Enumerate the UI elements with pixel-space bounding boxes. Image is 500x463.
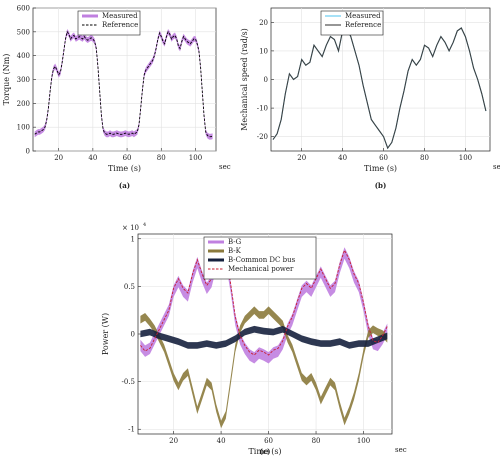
x-tick-label: 60	[123, 154, 132, 162]
x-tick-label: 40	[338, 154, 347, 162]
x-tick-label: 100	[357, 437, 370, 445]
y-multiplier: × 10	[122, 224, 139, 232]
legend-box	[320, 10, 384, 36]
y-multiplier-exponent: 4	[143, 222, 146, 228]
x-axis-unit: sec	[493, 163, 500, 171]
legend-label: Reference	[345, 21, 381, 29]
y-tick-label: -20	[257, 133, 268, 141]
x-axis-unit: sec	[219, 163, 231, 171]
x-tick-label: 40	[88, 154, 97, 162]
legend-label: Measured	[345, 12, 381, 20]
y-tick-label: 600	[17, 5, 30, 13]
x-tick-label: 20	[54, 154, 63, 162]
x-tick-label: 20	[169, 437, 178, 445]
y-axis-label: Torque (Nm)	[2, 54, 11, 106]
x-tick-label: 80	[157, 154, 166, 162]
x-tick-label: 60	[379, 154, 388, 162]
series-line-reference	[272, 27, 487, 150]
legend-box	[203, 236, 317, 280]
x-tick-label: 60	[264, 437, 273, 445]
series-band-b-k	[140, 306, 388, 429]
y-tick-label: 100	[17, 124, 30, 132]
chart-panel-b: 20 40 60 80 100 -20 -10 0 10 20 Time (s) sec Mechani…	[240, 7, 500, 190]
y-tick-label: 0	[131, 331, 135, 339]
legend-label: Reference	[102, 21, 138, 29]
x-tick-label: 80	[420, 154, 429, 162]
y-tick-label: 300	[17, 76, 30, 84]
legend-label: Measured	[102, 12, 138, 20]
y-axis-label: Power (W)	[101, 313, 110, 355]
figure-caption: (a)	[119, 181, 130, 190]
x-tick-label: 20	[297, 154, 306, 162]
x-axis-unit: sec	[395, 446, 407, 454]
series-band-measured	[34, 29, 213, 140]
x-axis-label: Time (s)	[108, 164, 141, 173]
y-tick-label: 20	[259, 19, 268, 27]
y-tick-label: 0	[264, 76, 268, 84]
y-tick-label: 10	[259, 47, 268, 55]
y-tick-label: -10	[257, 105, 268, 113]
y-axis-label: Mechanical speed (rad/s)	[240, 28, 249, 131]
x-tick-label: 100	[459, 154, 472, 162]
series-line-reference	[34, 30, 213, 138]
y-tick-label: 400	[17, 52, 30, 60]
y-tick-label: -1	[128, 426, 135, 434]
x-tick-label: 100	[189, 154, 202, 162]
chart-panel-c: 20 40 60 80 100 -1 -0.5 0 0.5 1 Time (s) sec Power (…	[101, 222, 407, 456]
x-tick-label: 40	[217, 437, 226, 445]
y-tick-label: 500	[17, 28, 30, 36]
chart-panel-a: 20 40 60 80 100 0 100 200 300 400 500 600 Time (s) se…	[2, 5, 231, 191]
y-tick-label: 200	[17, 100, 30, 108]
legend-label: Mechanical power	[228, 265, 294, 273]
series-band-b-common-dc-bus	[140, 325, 388, 349]
legend-label: B-G	[228, 238, 242, 246]
x-tick-label: 80	[312, 437, 321, 445]
x-axis-label: Time (s)	[364, 164, 397, 173]
y-tick-label: -0.5	[122, 378, 136, 386]
y-tick-label: 1	[131, 235, 135, 243]
x-axis-label: Time (s)	[248, 447, 281, 456]
y-tick-label: 0	[26, 148, 30, 156]
figure-caption: (c)	[260, 447, 271, 456]
legend-label: B-K	[228, 247, 242, 255]
figure-caption: (b)	[375, 181, 387, 190]
legend-label: B-Common DC bus	[228, 256, 296, 264]
y-tick-label: 0.5	[124, 283, 135, 291]
series-band-b-g	[140, 247, 388, 364]
